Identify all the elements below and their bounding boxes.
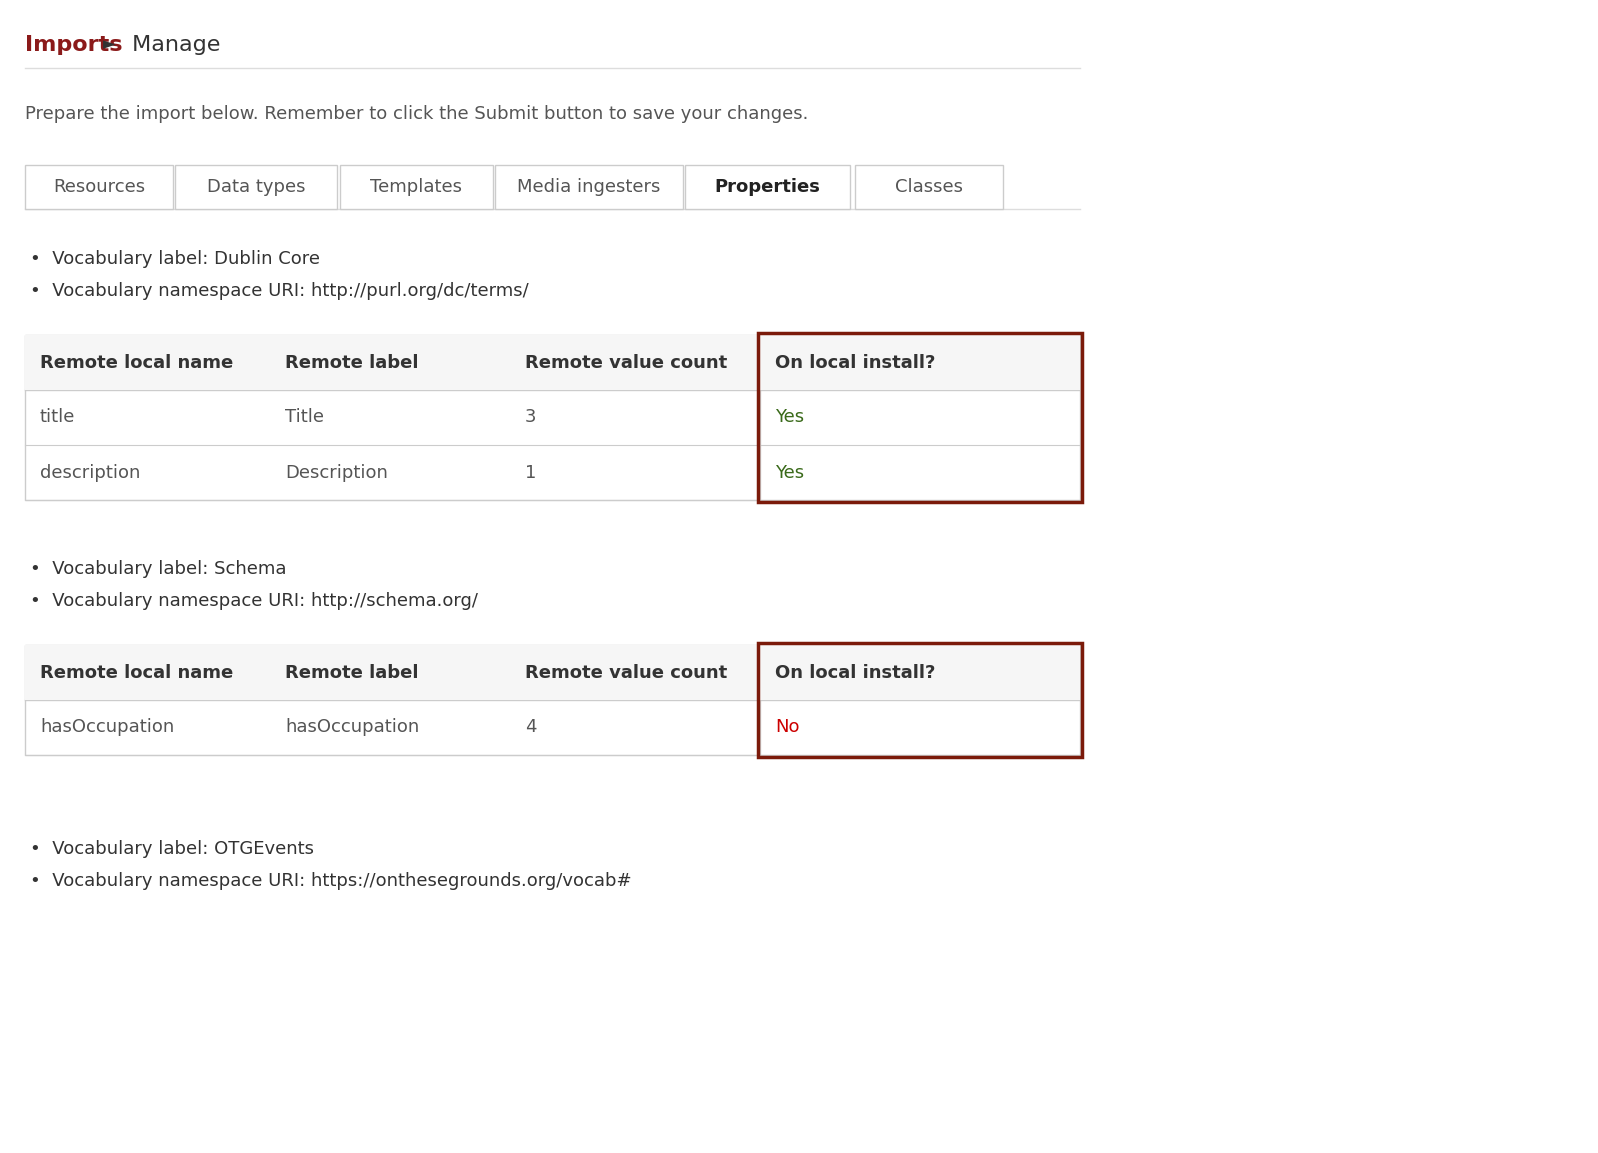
- Text: •  Vocabulary namespace URI: https://onthesegrounds.org/vocab#: • Vocabulary namespace URI: https://onth…: [30, 872, 631, 890]
- Text: On local install?: On local install?: [775, 663, 935, 681]
- Bar: [855, 165, 1004, 209]
- Text: 1: 1: [526, 464, 537, 482]
- Text: Remote local name: Remote local name: [40, 354, 233, 371]
- Text: •  Vocabulary namespace URI: http://schema.org/: • Vocabulary namespace URI: http://schem…: [30, 591, 478, 610]
- Bar: [26, 645, 1080, 700]
- Text: Classes: Classes: [895, 178, 964, 196]
- Text: hasOccupation: hasOccupation: [40, 718, 174, 737]
- Text: Remote local name: Remote local name: [40, 663, 233, 681]
- Text: Templates: Templates: [371, 178, 462, 196]
- Text: No: No: [775, 718, 799, 737]
- Bar: [340, 165, 494, 209]
- Text: Remote value count: Remote value count: [526, 663, 727, 681]
- Bar: [757, 333, 1082, 502]
- Text: 4: 4: [526, 718, 537, 737]
- Text: •  Vocabulary label: Dublin Core: • Vocabulary label: Dublin Core: [30, 250, 320, 267]
- Bar: [26, 165, 173, 209]
- Text: Title: Title: [284, 408, 324, 427]
- Bar: [686, 165, 850, 209]
- Text: Resources: Resources: [53, 178, 145, 196]
- Text: Description: Description: [284, 464, 388, 482]
- Text: •  Vocabulary label: Schema: • Vocabulary label: Schema: [30, 560, 286, 578]
- Text: Remote label: Remote label: [284, 354, 419, 371]
- Text: Imports: Imports: [26, 35, 123, 55]
- Text: 3: 3: [526, 408, 537, 427]
- Bar: [26, 336, 1080, 500]
- Bar: [26, 645, 1080, 755]
- Text: Prepare the import below. Remember to click the Submit button to save your chang: Prepare the import below. Remember to cl…: [26, 105, 809, 123]
- Text: title: title: [40, 408, 75, 427]
- Text: Properties: Properties: [714, 178, 820, 196]
- Text: Yes: Yes: [775, 408, 804, 427]
- Text: •  Vocabulary label: OTGEvents: • Vocabulary label: OTGEvents: [30, 841, 313, 858]
- Text: Remote value count: Remote value count: [526, 354, 727, 371]
- Text: Manage: Manage: [125, 35, 221, 55]
- Text: Media ingesters: Media ingesters: [518, 178, 660, 196]
- Text: hasOccupation: hasOccupation: [284, 718, 419, 737]
- Bar: [757, 643, 1082, 758]
- Text: Data types: Data types: [206, 178, 305, 196]
- Text: •  Vocabulary namespace URI: http://purl.org/dc/terms/: • Vocabulary namespace URI: http://purl.…: [30, 282, 529, 300]
- Text: Remote label: Remote label: [284, 663, 419, 681]
- Text: Yes: Yes: [775, 464, 804, 482]
- Text: ►: ►: [102, 35, 115, 53]
- Bar: [26, 336, 1080, 390]
- Text: On local install?: On local install?: [775, 354, 935, 371]
- Bar: [176, 165, 337, 209]
- Text: description: description: [40, 464, 141, 482]
- Bar: [495, 165, 682, 209]
